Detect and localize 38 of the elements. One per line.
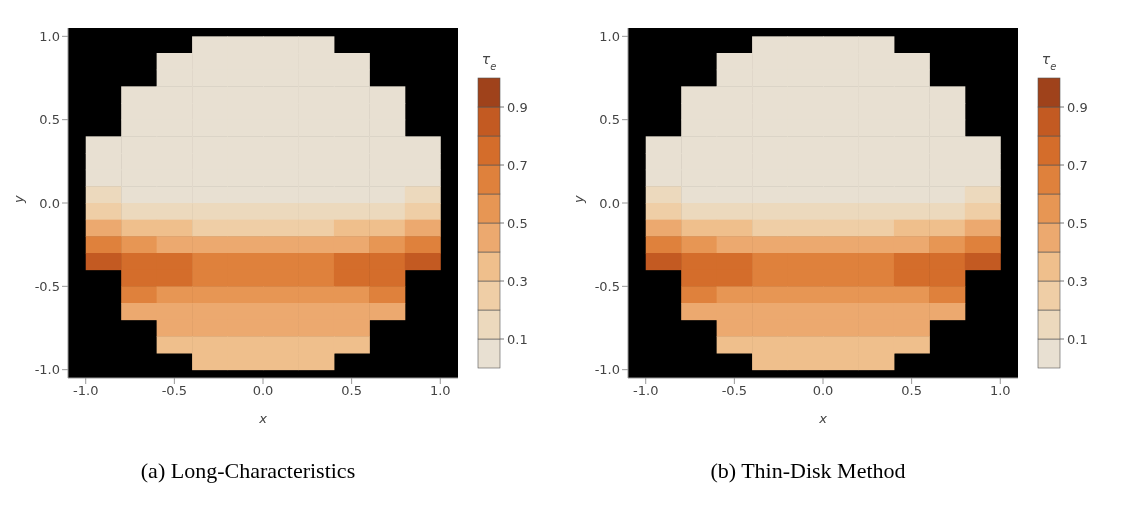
x-tick-label: -1.0 [73,383,99,399]
y-axis-title: y [10,195,26,204]
color-bar-label: 0.3 [507,273,528,289]
x-tick-label: 0.5 [901,383,922,399]
color-bar-label: 0.9 [1067,99,1088,115]
y-tick-label: -1.0 [594,362,620,378]
color-bar-label: 0.1 [1067,331,1088,347]
text: (a) Long-Characteristics [139,458,357,484]
y-tick-label: 1.0 [599,28,620,44]
y-tick-label: -0.5 [594,278,620,294]
y-tick-label: 0.5 [39,112,60,128]
y-axis-title: y [570,195,586,204]
x-tick-label: 0.0 [252,383,274,399]
x-tick-label: -0.5 [161,383,188,399]
y-tick-label: 0.5 [599,112,620,128]
color-bar-label: 0.7 [507,157,528,173]
x-tick-label: 0.0 [812,383,834,399]
y-tick-label: 0.0 [39,195,60,211]
x-tick-label: -1.0 [633,383,659,399]
color-bar-label: 0.9 [507,99,528,115]
color-bar-label: 0.5 [1067,215,1088,231]
x-tick-label: 0.5 [341,383,362,399]
color-bar-label: 0.7 [1067,157,1088,173]
color-bar-title: τ$_{e}$ [481,51,497,72]
x-axis-title: x [818,411,828,426]
y-tick-label: 0.0 [599,195,620,211]
y-tick-label: -0.5 [34,278,60,294]
y-tick-label: -1.0 [34,362,60,378]
color-bar-label: 0.5 [507,215,528,231]
x-tick-label: -0.5 [721,383,748,399]
x-axis-title: x [258,411,268,426]
color-bar-label: 0.3 [1067,273,1088,289]
x-tick-label: 1.0 [989,383,1011,399]
x-tick-label: 1.0 [429,383,451,399]
y-tick-label: 1.0 [39,28,60,44]
color-bar-label: 0.1 [507,331,528,347]
color-bar-title: τ$_{e}$ [1041,51,1057,72]
text: (b) Thin-Disk Method [709,458,907,484]
